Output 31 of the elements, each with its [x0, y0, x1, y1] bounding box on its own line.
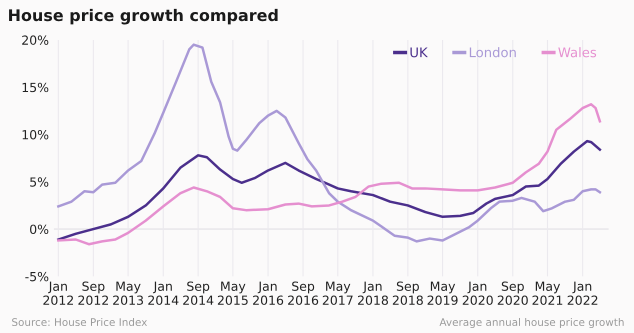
y-tick-label: 5%: [30, 177, 48, 187]
y-tick-label: -5%: [25, 272, 48, 282]
x-tick-label: Jan 2016: [253, 282, 284, 305]
y-tick-label: 10%: [22, 130, 48, 140]
chart-title: House price growth compared: [9, 8, 278, 24]
x-tick-label: May 2013: [113, 282, 143, 305]
x-tick-label: May 2015: [218, 282, 248, 305]
line-series: [57, 103, 602, 246]
x-tick-label: Jan 2022: [568, 282, 598, 305]
x-tick-label: Jan 2012: [43, 282, 73, 305]
line-series: [57, 140, 602, 241]
legend-label: Wales: [558, 47, 596, 58]
x-tick-label: Jan 2014: [148, 282, 178, 305]
source-note: Source: House Price Index: [12, 318, 148, 326]
x-tick-label: Sep 2020: [498, 281, 528, 305]
legend-label: London: [470, 47, 516, 58]
legend-label: UK: [410, 48, 428, 58]
x-tick-label: May 2019: [428, 282, 458, 305]
x-tick-label: Sep 2014: [183, 281, 214, 305]
x-tick-label: Jan 2018: [358, 282, 388, 305]
x-tick-label: Sep 2016: [288, 281, 318, 305]
x-tick-label: Jan 2020: [462, 282, 493, 305]
y-tick-label: 15%: [22, 82, 48, 92]
x-tick-label: Sep 2012: [78, 281, 108, 305]
x-tick-label: Sep 2018: [392, 281, 423, 305]
y-tick-label: 0%: [30, 224, 48, 234]
y-tick-label: 20%: [22, 35, 48, 45]
x-tick-label: May 2021: [532, 282, 562, 305]
text: Average annual house price growth: [440, 318, 624, 328]
x-tick-label: May 2017: [322, 282, 353, 305]
line-series: [57, 43, 602, 243]
